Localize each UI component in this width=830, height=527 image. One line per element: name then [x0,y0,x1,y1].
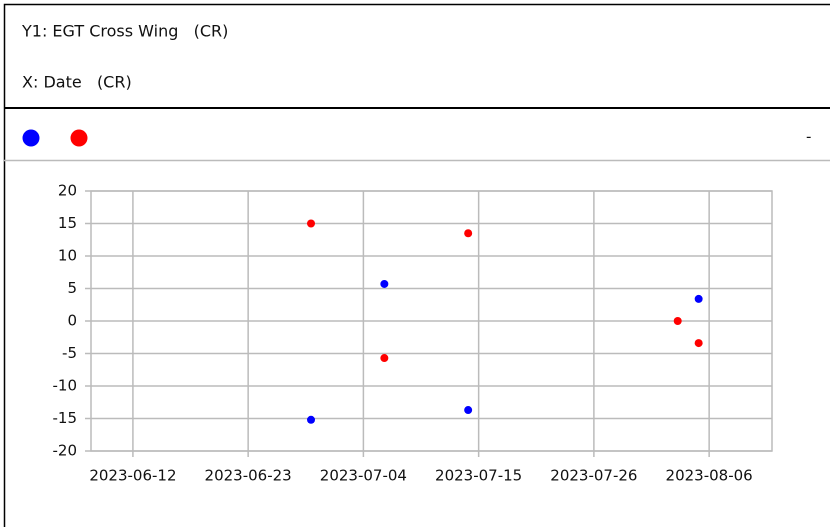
legend-marker[interactable] [70,129,88,147]
y-tick-label: 10 [58,247,77,265]
x-tick-label: 2023-06-12 [89,467,176,485]
point [380,279,389,288]
y-tick-label: -5 [62,344,77,362]
x-tick-label: 2023-07-15 [435,467,522,485]
y-axis-label: Y1: EGT Cross Wing (CR) [21,22,228,41]
point [380,354,389,363]
toggle[interactable]: - [806,128,811,146]
legend-marker[interactable] [22,129,40,147]
y-tick-label: 0 [67,312,77,330]
y-tick-label: -20 [53,442,78,460]
point [464,229,473,238]
point [694,339,703,348]
y-tick-label: -15 [53,409,78,427]
y-tick-label: 15 [58,214,77,232]
point [673,317,682,325]
point [694,294,703,303]
x-axis-label: X: Date (CR) [22,73,132,92]
x-tick-label: 2023-08-06 [666,467,753,485]
outer-frame [3,3,830,527]
x-tick-label: 2023-07-26 [550,467,637,485]
point [307,219,316,228]
point [307,415,316,424]
x-tick-label: 2023-07-04 [320,467,407,485]
x-tick-label: 2023-06-23 [205,467,292,485]
point [464,406,473,415]
y-tick-label: 20 [58,182,77,200]
y-tick-label: -10 [53,377,78,395]
y-tick-label: 5 [67,279,77,297]
